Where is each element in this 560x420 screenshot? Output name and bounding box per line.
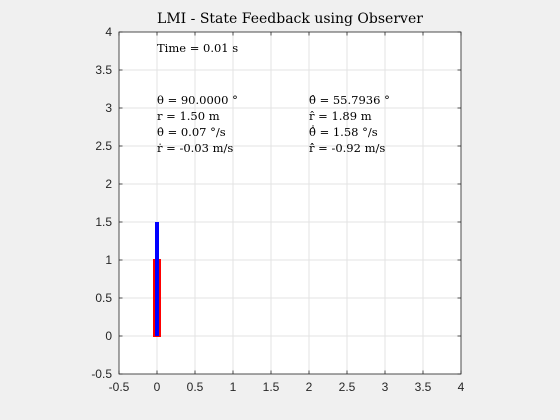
axes [118, 31, 462, 375]
x-tick-label: 3.5 [415, 380, 432, 394]
y-tick-label: 3.5 [95, 63, 112, 77]
y-tick-label: 3 [105, 101, 112, 115]
y-tick-label: 0 [105, 329, 112, 343]
x-tick-label: 3 [382, 380, 389, 394]
axes-box [118, 31, 462, 375]
y-tick-label: 4 [105, 25, 112, 39]
y-tick-label: 0.5 [95, 291, 112, 305]
y-tick-label: 2 [105, 177, 112, 191]
true-state-annotations: θ = 90.0000 ° r = 1.50 m θ̇ = 0.07 °/s ṙ… [157, 93, 238, 155]
time-annotation: Time = 0.01 s [157, 41, 238, 55]
est-r: r̂ = 1.89 m [309, 109, 372, 123]
y-tick-label: -0.5 [91, 367, 112, 381]
x-tick-label: 1 [230, 380, 237, 394]
y-tick-label: 1 [105, 253, 112, 267]
est-r-dot: r̂̇ = -0.92 m/s [309, 141, 385, 155]
y-tick-label: 2.5 [95, 139, 112, 153]
est-theta-dot: θ̂̇ = 1.58 °/s [309, 124, 378, 139]
chart-title: LMI - State Feedback using Observer [157, 11, 423, 27]
x-tick-label: 4 [458, 380, 465, 394]
y-tick-label: 1.5 [95, 215, 112, 229]
true-r: r = 1.50 m [157, 109, 220, 123]
true-theta: θ = 90.0000 ° [157, 93, 238, 107]
plot-area [119, 32, 461, 374]
x-tick-label: 2.5 [339, 380, 356, 394]
x-tick-label: 1.5 [263, 380, 280, 394]
x-tick-label: -0.5 [109, 380, 130, 394]
true-theta-dot: θ̇ = 0.07 °/s [157, 125, 226, 139]
data-marks [153, 222, 161, 337]
x-tick-label: 2 [306, 380, 313, 394]
estimated-state-annotations: θ̂ = 55.7936 ° r̂ = 1.89 m θ̂̇ = 1.58 °/… [309, 93, 390, 155]
x-tick-label: 0.5 [187, 380, 204, 394]
x-tick-labels: -0.5 0 0.5 1 1.5 2 2.5 3 3.5 4 [109, 380, 465, 394]
y-tick-labels: -0.5 0 0.5 1 1.5 2 2.5 3 3.5 4 [91, 25, 112, 381]
true-r-dot: ṙ = -0.03 m/s [157, 141, 233, 155]
x-tick-label: 0 [154, 380, 161, 394]
est-theta: θ̂ = 55.7936 ° [309, 93, 390, 107]
